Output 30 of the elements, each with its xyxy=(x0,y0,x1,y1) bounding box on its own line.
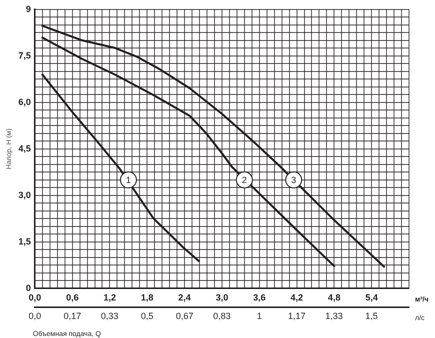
y-tick-label: 9 xyxy=(26,4,31,14)
y-tick-label: 7,5 xyxy=(18,50,31,60)
x2-tick-label: 1,33 xyxy=(325,311,343,322)
x2-tick-label: 0,33 xyxy=(100,311,118,322)
x-tick-label: 1,8 xyxy=(140,292,154,302)
annotation: 1 xyxy=(126,174,131,185)
x2-tick-label: 1 xyxy=(256,311,262,322)
x2-tick-label: 1,17 xyxy=(288,311,306,322)
x-tick-label: 3,6 xyxy=(253,292,266,302)
x2-tick-label: 1,5 xyxy=(365,311,378,322)
x-tick-label: 0,6 xyxy=(66,292,79,302)
x-tick-label: 4,2 xyxy=(290,292,304,302)
x-tick-label: 2,4 xyxy=(178,292,191,302)
x-tick-label: 0,0 xyxy=(28,292,42,302)
x2-tick-label: 0,0 xyxy=(28,311,42,322)
x-tick-label: 3,0 xyxy=(216,292,228,302)
x2-tick-label: 0,67 xyxy=(176,311,194,322)
y-tick-label: 4,5 xyxy=(18,143,31,154)
x-tick-label: 4,8 xyxy=(328,292,340,302)
y-tick-label: 3,0 xyxy=(18,190,31,200)
y-tick-label: 6,0 xyxy=(18,96,31,107)
x2-tick-label: 0,5 xyxy=(140,311,154,322)
annotation: 2 xyxy=(242,174,247,185)
annotation: 3 xyxy=(291,174,296,185)
x2-tick-label: 0,83 xyxy=(213,311,231,322)
x2-tick-label: 0,17 xyxy=(64,311,82,322)
x-tick-label: 1,2 xyxy=(103,292,116,302)
y-tick-label: 1,5 xyxy=(18,236,31,246)
y-tick-label: 0 xyxy=(26,282,31,293)
x-tick-label: 5,4 xyxy=(365,292,378,302)
